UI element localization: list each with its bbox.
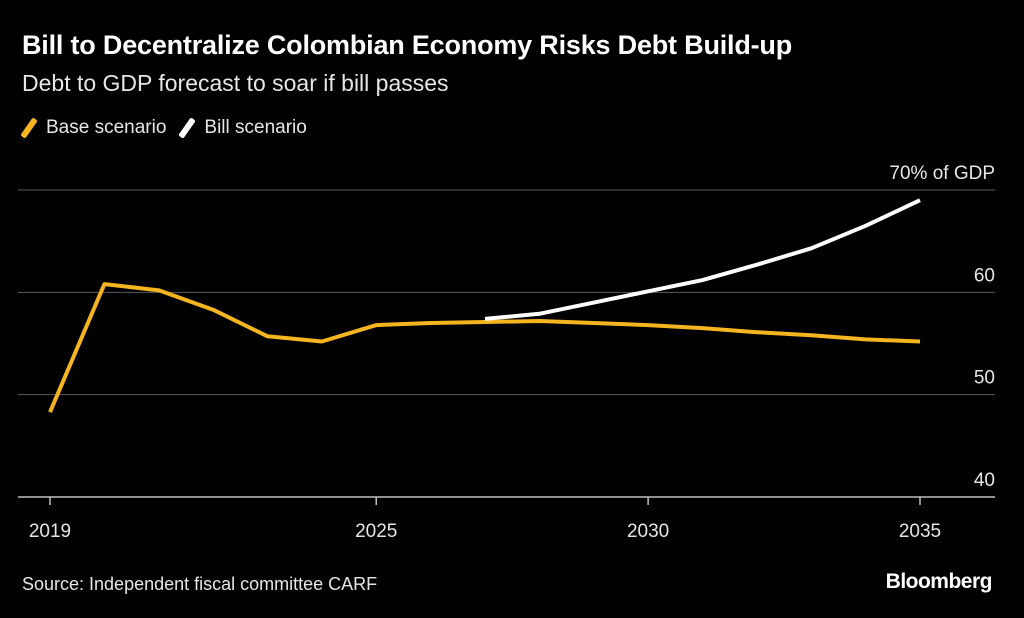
x-tick-label: 2019 — [29, 521, 71, 542]
chart-subtitle: Debt to GDP forecast to soar if bill pas… — [22, 70, 449, 96]
label-layer: 40 50 60 70% of GDP 2019 2025 2030 2035 — [29, 163, 995, 542]
series-line-base — [48, 282, 921, 413]
series-layer — [48, 198, 921, 413]
y-tick-label: 40 — [974, 470, 995, 491]
series-line-bill — [484, 198, 921, 321]
chart-title: Bill to Decentralize Colombian Economy R… — [22, 30, 793, 60]
y-tick-label: 50 — [974, 368, 995, 389]
legend-label-bill: Bill scenario — [204, 117, 307, 138]
source-note: Source: Independent fiscal committee CAR… — [22, 574, 378, 594]
x-tick-label: 2025 — [355, 521, 397, 542]
bloomberg-logo: Bloomberg — [885, 570, 993, 593]
x-tick-label: 2030 — [627, 521, 669, 542]
legend-label-base: Base scenario — [46, 117, 167, 138]
legend-item-bill: Bill scenario — [178, 117, 307, 139]
legend-item-base: Base scenario — [20, 117, 167, 139]
legend: Base scenario Bill scenario — [20, 117, 321, 139]
y-tick-label: 60 — [974, 265, 995, 286]
grid-layer — [18, 189, 995, 505]
x-tick-label: 2035 — [899, 521, 941, 542]
y-tick-label: 70% of GDP — [889, 163, 995, 184]
